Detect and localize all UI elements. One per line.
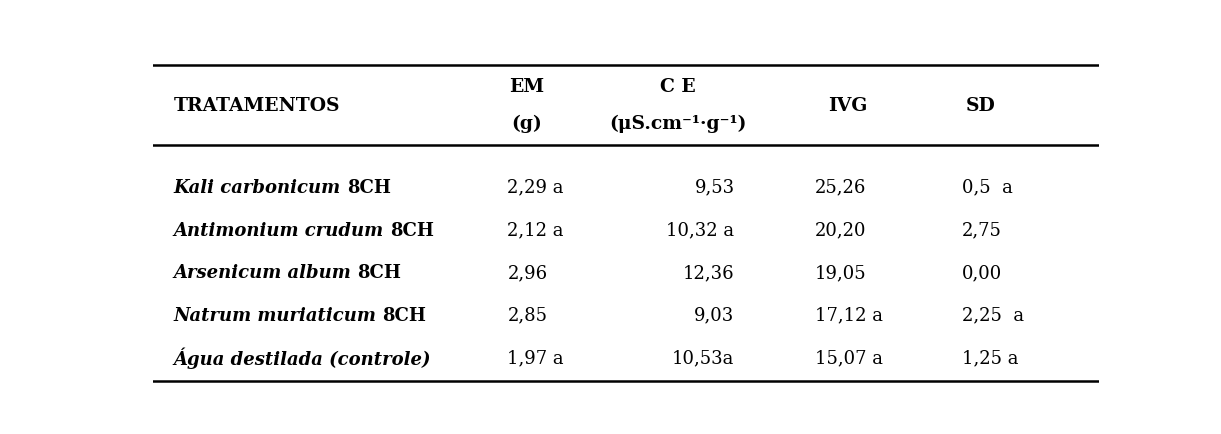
Text: IVG: IVG <box>829 97 868 115</box>
Text: 9,53: 9,53 <box>695 178 735 197</box>
Text: 2,12 a: 2,12 a <box>508 221 564 239</box>
Text: 2,96: 2,96 <box>508 264 547 282</box>
Text: C E: C E <box>659 78 696 96</box>
Text: (μS.cm⁻¹·g⁻¹): (μS.cm⁻¹·g⁻¹) <box>609 115 746 133</box>
Text: 2,75: 2,75 <box>962 221 1001 239</box>
Text: 8CH: 8CH <box>382 306 426 324</box>
Text: 19,05: 19,05 <box>816 264 867 282</box>
Text: 20,20: 20,20 <box>816 221 867 239</box>
Text: Natrum muriaticum: Natrum muriaticum <box>173 306 382 324</box>
Text: 17,12 a: 17,12 a <box>816 306 883 324</box>
Text: 25,26: 25,26 <box>816 178 867 197</box>
Text: 12,36: 12,36 <box>683 264 735 282</box>
Text: 1,97 a: 1,97 a <box>508 349 564 366</box>
Text: Arsenicum album: Arsenicum album <box>173 264 358 282</box>
Text: 10,53a: 10,53a <box>673 349 735 366</box>
Text: SD: SD <box>966 97 995 115</box>
Text: Água destilada (controle): Água destilada (controle) <box>173 347 431 368</box>
Text: 2,25  a: 2,25 a <box>962 306 1024 324</box>
Text: 0,00: 0,00 <box>962 264 1002 282</box>
Text: 1,25 a: 1,25 a <box>962 349 1018 366</box>
Text: 0,5  a: 0,5 a <box>962 178 1012 197</box>
Text: 9,03: 9,03 <box>695 306 735 324</box>
Text: 2,85: 2,85 <box>508 306 547 324</box>
Text: 8CH: 8CH <box>347 178 391 197</box>
Text: 15,07 a: 15,07 a <box>816 349 883 366</box>
Text: 8CH: 8CH <box>358 264 402 282</box>
Text: Antimonium crudum: Antimonium crudum <box>173 221 389 239</box>
Text: (g): (g) <box>512 115 542 133</box>
Text: 8CH: 8CH <box>389 221 433 239</box>
Text: 10,32 a: 10,32 a <box>667 221 735 239</box>
Text: 2,29 a: 2,29 a <box>508 178 564 197</box>
Text: Kali carbonicum: Kali carbonicum <box>173 178 347 197</box>
Text: TRATAMENTOS: TRATAMENTOS <box>173 97 339 115</box>
Text: EM: EM <box>509 78 545 96</box>
